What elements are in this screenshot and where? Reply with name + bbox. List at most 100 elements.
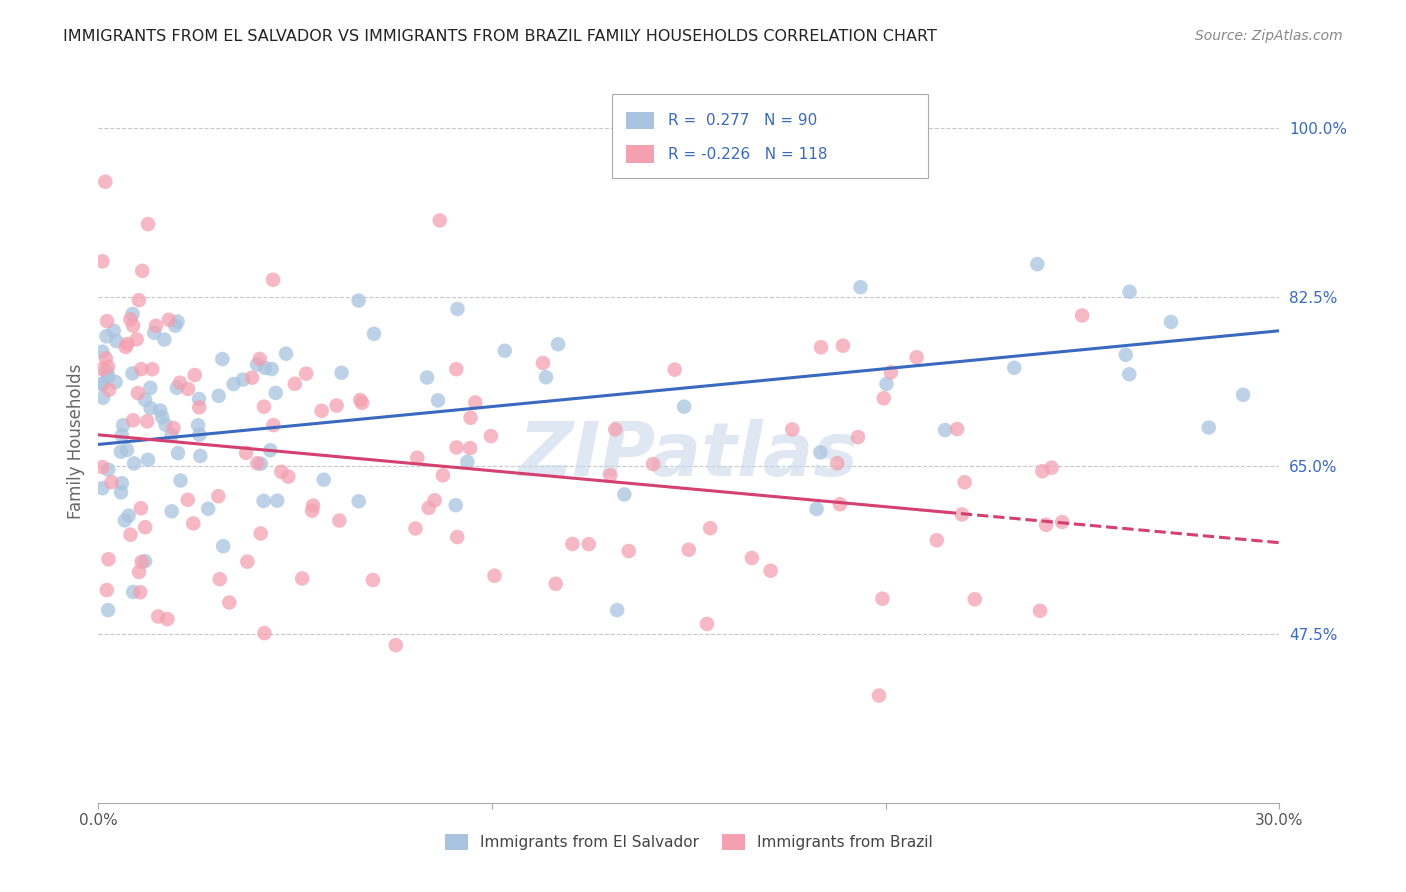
Point: [1118, 368, 1140, 382]
Point: [880, 365, 903, 379]
Point: [456, 455, 478, 469]
Point: [153, 333, 176, 347]
Point: [806, 502, 828, 516]
Point: [91, 391, 114, 405]
Y-axis label: Family Households: Family Households: [66, 364, 84, 519]
Point: [1160, 315, 1182, 329]
Point: [1040, 460, 1063, 475]
Point: [145, 318, 167, 333]
Point: [699, 521, 721, 535]
Point: [741, 550, 763, 565]
Point: [312, 473, 335, 487]
Point: [166, 315, 188, 329]
Point: [136, 453, 159, 467]
Point: [177, 382, 200, 396]
Point: [218, 595, 240, 609]
Point: [260, 362, 283, 376]
Point: [104, 375, 127, 389]
Point: [188, 401, 211, 415]
Point: [122, 413, 145, 427]
Point: [94, 351, 117, 366]
Legend: Immigrants from El Salvador, Immigrants from Brazil: Immigrants from El Salvador, Immigrants …: [439, 829, 939, 856]
Point: [605, 422, 627, 436]
Point: [284, 376, 307, 391]
Point: [1029, 604, 1052, 618]
Point: [254, 360, 277, 375]
Point: [96, 583, 118, 598]
Point: [249, 351, 271, 366]
Point: [264, 385, 287, 400]
Point: [825, 456, 848, 470]
Point: [222, 377, 245, 392]
Point: [131, 264, 153, 278]
Point: [157, 313, 180, 327]
Point: [479, 429, 502, 443]
Point: [114, 513, 136, 527]
Point: [330, 366, 353, 380]
Point: [97, 552, 120, 566]
Point: [122, 585, 145, 599]
Point: [810, 340, 832, 354]
Point: [97, 359, 120, 374]
Point: [91, 344, 114, 359]
Point: [246, 358, 269, 372]
Point: [266, 493, 288, 508]
Point: [143, 326, 166, 340]
Point: [617, 544, 640, 558]
Point: [91, 254, 114, 268]
Point: [129, 585, 152, 599]
Point: [169, 376, 191, 390]
Point: [127, 386, 149, 401]
Point: [122, 318, 145, 333]
Point: [1115, 348, 1137, 362]
Point: [1071, 309, 1094, 323]
Point: [120, 312, 142, 326]
Point: [246, 456, 269, 470]
Point: [187, 418, 209, 433]
Point: [460, 410, 482, 425]
Point: [208, 389, 231, 403]
Point: [446, 441, 468, 455]
Point: [96, 365, 118, 379]
Point: [240, 370, 263, 384]
Point: [98, 383, 121, 397]
Point: [197, 501, 219, 516]
Point: [363, 326, 385, 341]
Text: ZIPatlas: ZIPatlas: [519, 419, 859, 492]
Point: [160, 428, 183, 442]
Point: [868, 689, 890, 703]
Text: R = -0.226   N = 118: R = -0.226 N = 118: [668, 147, 827, 161]
Point: [696, 616, 718, 631]
Point: [117, 508, 139, 523]
Point: [250, 457, 273, 471]
Point: [405, 521, 427, 535]
Point: [872, 591, 894, 606]
Point: [846, 430, 869, 444]
Point: [484, 568, 506, 582]
Point: [121, 307, 143, 321]
Point: [934, 423, 956, 437]
Point: [1002, 360, 1025, 375]
Point: [599, 468, 621, 483]
Point: [253, 400, 276, 414]
Point: [613, 487, 636, 501]
Point: [249, 526, 271, 541]
Point: [444, 498, 467, 512]
Point: [167, 446, 190, 460]
Point: [429, 213, 451, 227]
Point: [578, 537, 600, 551]
Point: [91, 377, 114, 392]
Point: [464, 395, 486, 409]
Point: [432, 468, 454, 483]
Point: [446, 301, 468, 316]
Point: [1035, 517, 1057, 532]
Point: [91, 376, 114, 391]
Point: [664, 362, 686, 376]
Point: [406, 450, 429, 465]
Point: [166, 381, 188, 395]
Point: [188, 449, 211, 463]
Text: Source: ZipAtlas.com: Source: ZipAtlas.com: [1195, 29, 1343, 44]
Point: [139, 401, 162, 416]
Point: [352, 396, 374, 410]
Point: [235, 446, 257, 460]
